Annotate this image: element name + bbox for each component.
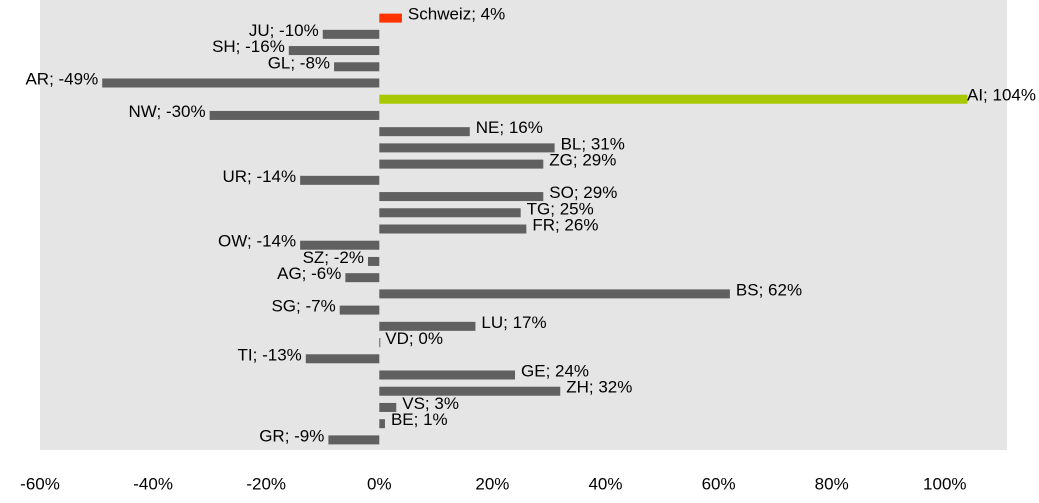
- x-tick-label: -20%: [246, 474, 286, 493]
- bar: [379, 370, 516, 380]
- bar: [379, 419, 385, 429]
- data-label: SZ; -2%: [303, 248, 364, 267]
- data-label: JU; -10%: [249, 21, 319, 40]
- x-tick-label: -60%: [20, 474, 60, 493]
- data-label: VS; 3%: [402, 394, 459, 413]
- data-label: ZG; 29%: [549, 151, 616, 170]
- bar: [379, 386, 561, 396]
- bar: [379, 127, 470, 137]
- bar: [288, 46, 380, 56]
- bar: [209, 110, 380, 120]
- data-label: VD; 0%: [385, 329, 443, 348]
- data-label: Schweiz; 4%: [408, 5, 505, 24]
- bar: [379, 402, 397, 412]
- data-label: GE; 24%: [521, 361, 589, 380]
- bar: [379, 13, 402, 23]
- bar: [379, 192, 544, 202]
- x-tick-label: 100%: [923, 474, 966, 493]
- data-label: TI; -13%: [238, 345, 302, 364]
- data-label: SH; -16%: [212, 37, 285, 56]
- data-label: AI; 104%: [967, 86, 1036, 105]
- x-tick-label: 80%: [815, 474, 849, 493]
- data-label: UR; -14%: [222, 167, 296, 186]
- x-tick-label: 0%: [367, 474, 392, 493]
- bar: [379, 338, 381, 348]
- data-label: GR; -9%: [259, 426, 324, 445]
- x-tick-label: 20%: [475, 474, 509, 493]
- bar: [379, 321, 476, 331]
- data-label: ZH; 32%: [566, 378, 632, 397]
- x-tick-label: 60%: [702, 474, 736, 493]
- bar: [339, 305, 380, 315]
- data-label: OW; -14%: [218, 232, 296, 251]
- data-label: BL; 31%: [561, 134, 625, 153]
- bar: [345, 273, 380, 283]
- bar: [322, 29, 380, 39]
- data-label: AG; -6%: [277, 264, 341, 283]
- data-label: NW; -30%: [128, 102, 205, 121]
- bar: [328, 435, 380, 445]
- bar: [379, 208, 521, 218]
- data-label: BS; 62%: [736, 280, 802, 299]
- bar: [300, 240, 380, 250]
- data-label: SG; -7%: [271, 297, 335, 316]
- bar: [305, 354, 380, 364]
- bar: [379, 159, 544, 169]
- bar: [379, 143, 555, 153]
- bar: [300, 175, 380, 185]
- data-label: AR; -49%: [25, 69, 98, 88]
- data-label: LU; 17%: [481, 313, 546, 332]
- bar: [379, 224, 527, 234]
- data-label: TG; 25%: [527, 199, 594, 218]
- x-tick-label: 40%: [588, 474, 622, 493]
- bar: [379, 94, 968, 104]
- data-label: BE; 1%: [391, 410, 448, 429]
- data-label: GL; -8%: [268, 53, 330, 72]
- data-label: SO; 29%: [549, 183, 617, 202]
- bar: [367, 256, 380, 266]
- bar: [102, 78, 380, 88]
- data-label: NE; 16%: [476, 118, 543, 137]
- bar: [379, 289, 730, 299]
- x-tick-label: -40%: [133, 474, 173, 493]
- data-label: FR; 26%: [532, 215, 598, 234]
- bar: [334, 62, 380, 72]
